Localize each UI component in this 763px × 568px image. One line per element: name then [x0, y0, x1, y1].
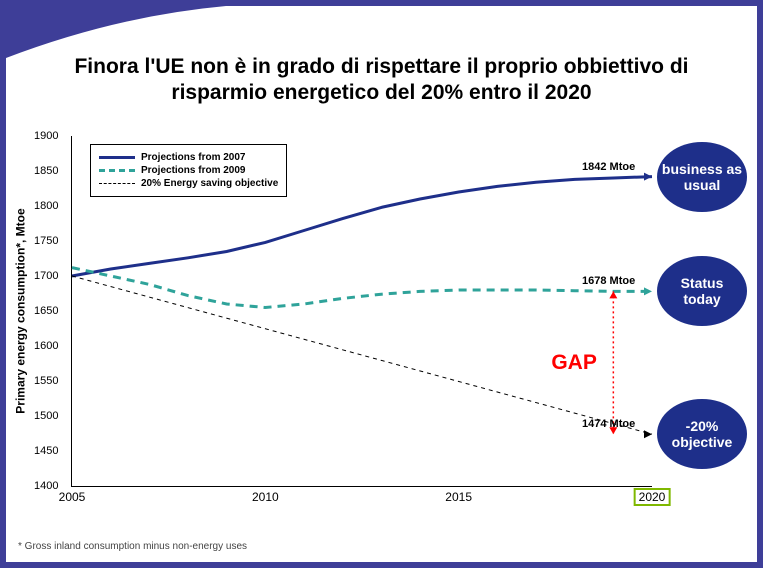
y-tick: 1800 [72, 206, 652, 207]
y-tick-label: 1600 [34, 340, 58, 352]
slide-body: Finora l'UE non è in grado di rispettare… [6, 6, 757, 562]
slide-title: Finora l'UE non è in grado di rispettare… [46, 54, 717, 107]
y-tick-label: 1500 [34, 410, 58, 422]
y-axis-label-text: Primary energy consumption*, Mtoe [14, 208, 28, 413]
y-tick: 1900 [72, 136, 652, 137]
y-tick: 1650 [72, 311, 652, 312]
legend-item: Projections from 2007 [99, 152, 278, 163]
series-end-label: 1474 Mtoe [582, 418, 635, 430]
x-tick-label: 2020 [634, 488, 671, 506]
y-tick-label: 1800 [34, 200, 58, 212]
y-tick-label: 1550 [34, 375, 58, 387]
y-tick-label: 1400 [34, 480, 58, 492]
legend-label: 20% Energy saving objective [141, 178, 278, 189]
y-tick: 1550 [72, 381, 652, 382]
series-arrowhead [644, 173, 652, 181]
callout-oval: business as usual [657, 142, 747, 212]
legend-label: Projections from 2007 [141, 152, 245, 163]
y-tick-label: 1850 [34, 165, 58, 177]
footnote: * Gross inland consumption minus non-ene… [18, 541, 247, 552]
x-tick-label: 2005 [59, 490, 86, 504]
y-tick-label: 1650 [34, 305, 58, 317]
legend-item: 20% Energy saving objective [99, 178, 278, 189]
y-tick: 1600 [72, 346, 652, 347]
y-axis-label: Primary energy consumption*, Mtoe [14, 136, 28, 486]
y-tick-label: 1700 [34, 270, 58, 282]
legend-swatch [99, 156, 135, 159]
y-tick: 1400 [72, 486, 652, 487]
series-arrowhead [644, 287, 652, 295]
y-tick: 1700 [72, 276, 652, 277]
y-tick: 1750 [72, 241, 652, 242]
callout-oval: -20% objective [657, 399, 747, 469]
series-line [72, 268, 652, 308]
y-tick-label: 1900 [34, 130, 58, 142]
gap-label: GAP [551, 351, 597, 375]
x-tick-label: 2015 [445, 490, 472, 504]
legend-swatch [99, 183, 135, 184]
slide-frame: Finora l'UE non è in grado di rispettare… [0, 0, 763, 568]
chart-area: Projections from 2007 Projections from 2… [71, 136, 652, 487]
y-tick-label: 1750 [34, 235, 58, 247]
series-end-label: 1842 Mtoe [582, 161, 635, 173]
x-tick-label: 2010 [252, 490, 279, 504]
y-tick: 1850 [72, 171, 652, 172]
series-end-label: 1678 Mtoe [582, 275, 635, 287]
y-tick: 1500 [72, 416, 652, 417]
y-tick-label: 1450 [34, 445, 58, 457]
callout-oval: Status today [657, 256, 747, 326]
series-arrowhead [644, 430, 652, 438]
y-tick: 1450 [72, 451, 652, 452]
